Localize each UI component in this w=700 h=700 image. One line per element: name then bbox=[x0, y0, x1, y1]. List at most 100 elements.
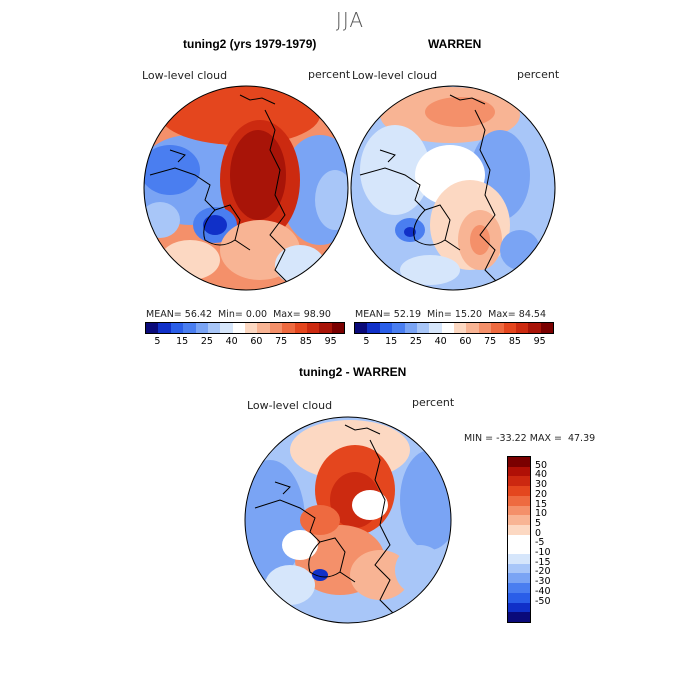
colorbar-swatch bbox=[404, 323, 417, 333]
colorbar-tick-label: 75 bbox=[275, 336, 288, 347]
colorbar-swatch bbox=[508, 583, 530, 593]
diff-map-border bbox=[244, 416, 452, 624]
colorbar-tick-label: 75 bbox=[484, 336, 497, 347]
colorbar-tick-label: 85 bbox=[299, 336, 312, 347]
diff-colorbar bbox=[507, 456, 531, 623]
colorbar-swatch bbox=[416, 323, 430, 333]
diff-map bbox=[245, 417, 451, 623]
colorbar-swatch bbox=[508, 505, 530, 516]
colorbar-tick-label: -5 bbox=[535, 537, 545, 549]
left-map-border bbox=[143, 85, 349, 291]
colorbar-swatch bbox=[257, 323, 270, 333]
colorbar-tick-label: 60 bbox=[459, 336, 472, 347]
right-min-label: Min= bbox=[427, 309, 452, 320]
colorbar-swatch bbox=[269, 323, 283, 333]
colorbar-swatch bbox=[441, 323, 454, 333]
colorbar-swatch bbox=[282, 323, 295, 333]
colorbar-tick-label: 25 bbox=[200, 336, 213, 347]
colorbar-tick-label: 5 bbox=[363, 336, 370, 347]
colorbar-swatch bbox=[508, 515, 530, 525]
colorbar-tick-label: 40 bbox=[434, 336, 447, 347]
colorbar-swatch bbox=[508, 534, 530, 545]
diff-colorbar-ticks: 50 40 30 20 15 10 5 0 -5 -10 -15 -20 -30 -40 -50 bbox=[535, 456, 565, 621]
right-map bbox=[351, 86, 555, 290]
colorbar-tick-label: 15 bbox=[535, 498, 548, 510]
colorbar-swatch bbox=[508, 495, 530, 506]
left-map bbox=[144, 86, 348, 290]
colorbar-tick-label: 60 bbox=[250, 336, 263, 347]
colorbar-swatch bbox=[379, 323, 393, 333]
right-colorbar-ticks: 5 15 25 40 60 75 85 95 bbox=[354, 336, 552, 348]
colorbar-swatch bbox=[508, 563, 530, 574]
colorbar-tick-label: 15 bbox=[176, 336, 189, 347]
colorbar-swatch bbox=[540, 323, 553, 333]
colorbar-tick-label: -10 bbox=[535, 547, 551, 559]
left-mean-value: 56.42 bbox=[184, 309, 212, 320]
colorbar-tick-label: 0 bbox=[535, 527, 542, 539]
colorbar-tick-label: 95 bbox=[324, 336, 337, 347]
left-mean-label: MEAN= bbox=[146, 309, 182, 320]
colorbar-tick-label: -30 bbox=[535, 576, 551, 588]
colorbar-swatch bbox=[508, 573, 530, 584]
colorbar-swatch bbox=[508, 486, 530, 496]
colorbar-swatch bbox=[454, 323, 467, 333]
colorbar-swatch bbox=[508, 612, 530, 622]
right-stats: MEAN= 52.19 Min= 15.20 Max= 84.54 bbox=[355, 309, 546, 320]
colorbar-tick-label: -15 bbox=[535, 556, 551, 568]
colorbar-swatch bbox=[232, 323, 245, 333]
right-coastlines bbox=[359, 94, 501, 286]
colorbar-swatch bbox=[220, 323, 233, 333]
colorbar-swatch bbox=[508, 476, 530, 487]
colorbar-tick-label: 85 bbox=[508, 336, 521, 347]
right-units-label: percent bbox=[517, 68, 560, 81]
colorbar-swatch bbox=[508, 457, 530, 467]
colorbar-tick-label: 15 bbox=[385, 336, 398, 347]
colorbar-swatch bbox=[429, 323, 442, 333]
colorbar-tick-label: 50 bbox=[535, 459, 548, 471]
colorbar-swatch bbox=[503, 323, 516, 333]
colorbar-swatch bbox=[367, 323, 380, 333]
colorbar-tick-label: 5 bbox=[154, 336, 161, 347]
diff-range-text: MIN = -33.22 MAX = 47.39 bbox=[464, 433, 596, 444]
colorbar-swatch bbox=[245, 323, 258, 333]
colorbar-swatch bbox=[508, 592, 530, 603]
colorbar-swatch bbox=[491, 323, 504, 333]
colorbar-swatch bbox=[355, 323, 368, 333]
colorbar-tick-label: 40 bbox=[535, 469, 548, 481]
colorbar-swatch bbox=[466, 323, 479, 333]
right-mean-label: MEAN= bbox=[355, 309, 391, 320]
left-stats: MEAN= 56.42 Min= 0.00 Max= 98.90 bbox=[146, 309, 331, 320]
colorbar-swatch bbox=[183, 323, 196, 333]
colorbar-tick-label: 5 bbox=[535, 517, 542, 529]
right-max-value: 84.54 bbox=[518, 309, 546, 320]
right-map-border bbox=[350, 85, 556, 291]
colorbar-swatch bbox=[508, 524, 530, 535]
colorbar-swatch bbox=[146, 323, 159, 333]
left-coastlines bbox=[149, 94, 291, 286]
right-colorbar bbox=[354, 322, 554, 334]
colorbar-tick-label: -50 bbox=[535, 595, 551, 607]
colorbar-swatch bbox=[294, 323, 307, 333]
colorbar-tick-label: 95 bbox=[533, 336, 546, 347]
colorbar-swatch bbox=[170, 323, 184, 333]
right-max-label: Max= bbox=[488, 309, 516, 320]
colorbar-swatch bbox=[515, 323, 529, 333]
diff-units-label: percent bbox=[412, 396, 455, 409]
colorbar-tick-label: 40 bbox=[225, 336, 238, 347]
colorbar-swatch bbox=[478, 323, 492, 333]
colorbar-tick-label: 20 bbox=[535, 488, 548, 500]
colorbar-swatch bbox=[392, 323, 405, 333]
diff-coastlines bbox=[254, 424, 396, 616]
diff-variable-label: Low-level cloud bbox=[247, 399, 333, 412]
left-variable-label: Low-level cloud bbox=[142, 69, 228, 82]
colorbar-swatch bbox=[306, 323, 320, 333]
left-max-value: 98.90 bbox=[303, 309, 331, 320]
figure-title: JJA bbox=[335, 8, 365, 32]
colorbar-tick-label: 10 bbox=[535, 508, 548, 520]
colorbar-swatch bbox=[508, 466, 530, 477]
left-colorbar-ticks: 5 15 25 40 60 75 85 95 bbox=[145, 336, 343, 348]
left-units-label: percent bbox=[308, 68, 351, 81]
colorbar-tick-label: 30 bbox=[535, 479, 548, 491]
colorbar-tick-label: -40 bbox=[535, 585, 551, 597]
